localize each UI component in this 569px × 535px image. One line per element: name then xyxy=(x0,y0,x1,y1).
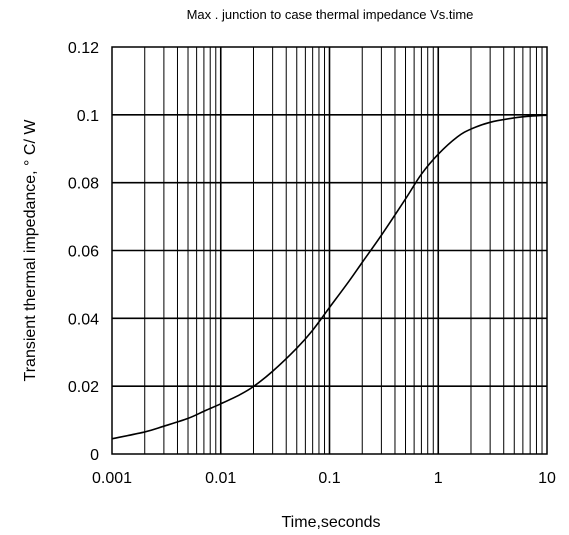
series-layer xyxy=(111,114,548,440)
plot-frame xyxy=(111,46,548,455)
y-tick-label: 0.1 xyxy=(77,108,99,125)
x-tick-label: 1 xyxy=(434,470,443,487)
y-tick-label: 0.02 xyxy=(68,379,99,396)
x-tick-labels: 0.001 0.01 0.1 1 10 xyxy=(92,470,556,487)
x-tick-label: 0.001 xyxy=(92,470,132,487)
chart-title: Max . junction to case thermal impedance… xyxy=(187,7,474,22)
x-axis-title: Time,seconds xyxy=(282,514,381,531)
y-tick-label: 0.06 xyxy=(68,244,99,261)
x-tick-label: 0.01 xyxy=(205,470,236,487)
x-tick-label: 10 xyxy=(538,470,556,487)
y-axis-title: Transient thermal impedance, ° C/ W xyxy=(22,119,39,382)
y-tick-labels: 0 0.02 0.04 0.06 0.08 0.1 0.12 xyxy=(68,40,99,464)
y-tick-label: 0.12 xyxy=(68,40,99,57)
y-tick-label: 0 xyxy=(90,447,99,464)
y-tick-label: 0.04 xyxy=(68,311,99,328)
grid xyxy=(112,47,547,454)
y-tick-label: 0.08 xyxy=(68,176,99,193)
impedance-curve xyxy=(111,114,548,440)
x-tick-label: 0.1 xyxy=(318,470,340,487)
